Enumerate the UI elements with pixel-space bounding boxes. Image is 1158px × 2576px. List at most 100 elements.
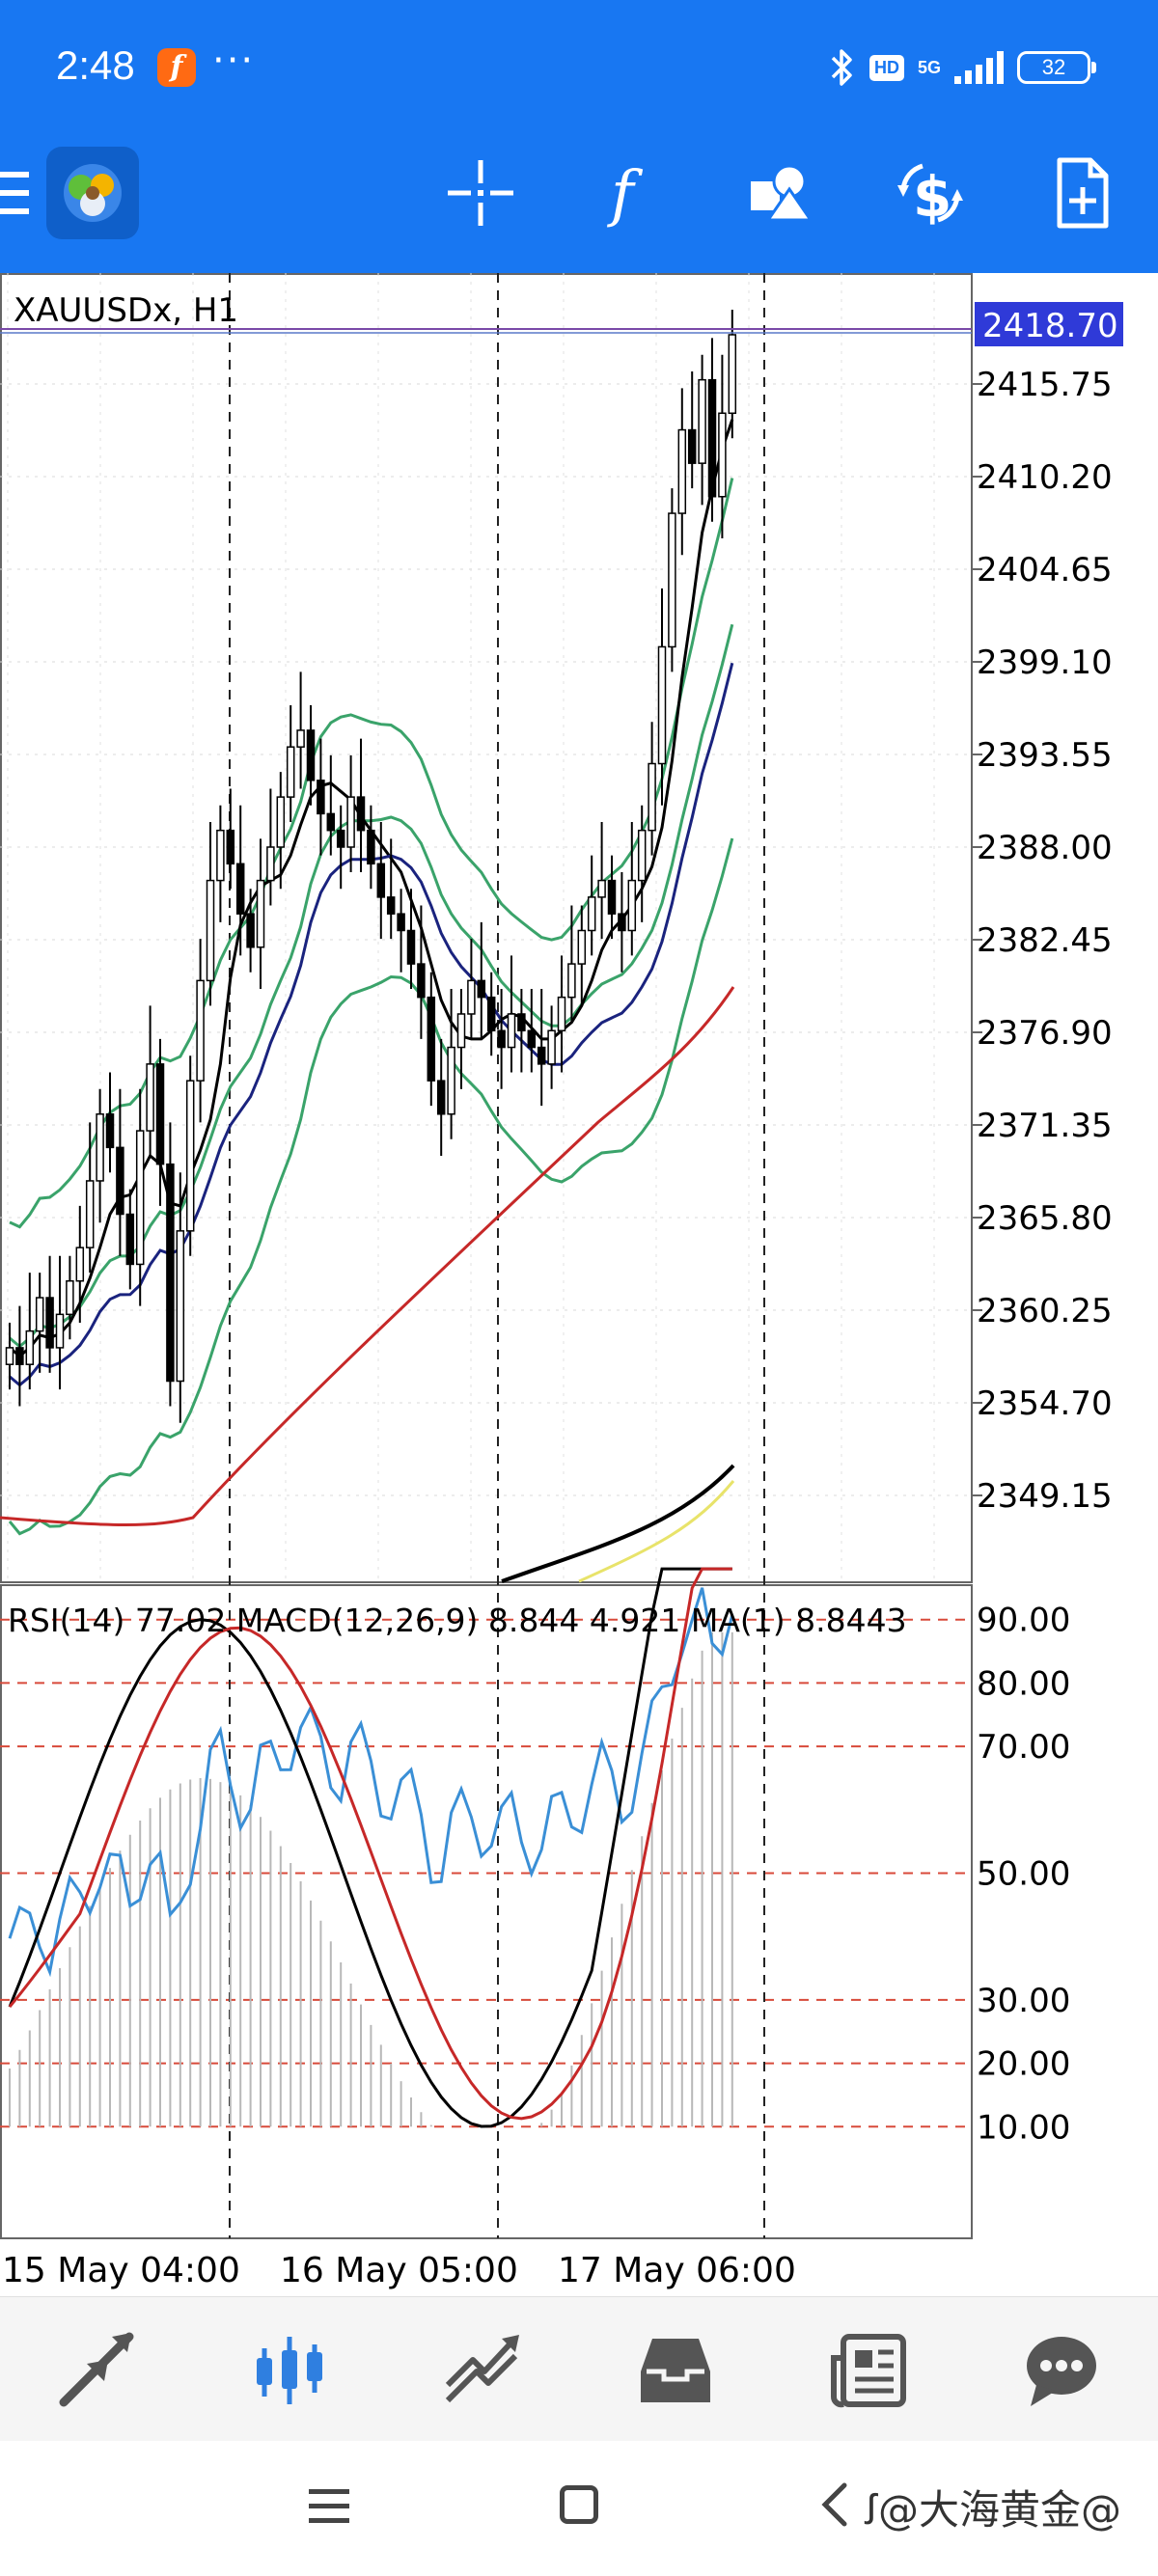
price-tick-label: 2399.10 bbox=[977, 644, 1113, 682]
objects-icon[interactable] bbox=[745, 156, 818, 230]
network-type: 5G bbox=[917, 58, 941, 77]
bearish-candle bbox=[226, 829, 235, 865]
news-tab[interactable] bbox=[811, 2316, 926, 2423]
bearish-candle bbox=[537, 1046, 546, 1065]
indicator-axis: 90.00 80.00 70.00 50.00 30.00 20.00 10.00 bbox=[977, 1602, 1070, 2148]
bullish-candle bbox=[648, 762, 656, 832]
bullish-candle bbox=[196, 979, 205, 1082]
bearish-candle bbox=[397, 913, 405, 932]
indicator-tick-label: 10.00 bbox=[977, 2108, 1070, 2147]
bullish-candle bbox=[176, 1230, 185, 1383]
macd-line bbox=[8, 1567, 732, 2128]
bluetooth-icon bbox=[831, 49, 852, 86]
bullish-candle bbox=[85, 1180, 95, 1248]
quotes-icon bbox=[59, 2332, 134, 2406]
bullish-candle bbox=[146, 1063, 154, 1132]
bearish-candle bbox=[376, 863, 386, 898]
price-tick-label: 2365.80 bbox=[977, 1199, 1113, 1238]
menu-icon[interactable] bbox=[0, 172, 29, 214]
bullish-candle bbox=[296, 729, 305, 748]
recent-apps-button[interactable] bbox=[309, 2489, 349, 2533]
bearish-candle bbox=[497, 1029, 506, 1049]
bullish-candle bbox=[507, 1013, 516, 1049]
bullish-candle bbox=[547, 1029, 556, 1065]
bullish-candle bbox=[718, 412, 727, 498]
history-tab[interactable] bbox=[618, 2316, 733, 2423]
price-chart[interactable]: XAUUSDx, H1 2418.70 2415.75 2410.20 2404.6… bbox=[0, 273, 1158, 2296]
bullish-candle bbox=[668, 512, 676, 648]
inbox-icon bbox=[641, 2338, 710, 2402]
bearish-candle bbox=[477, 979, 486, 999]
signal-line bbox=[8, 1567, 732, 2121]
time-label-1: 15 May 04:00 bbox=[2, 2251, 240, 2290]
top-bar: 2:48 f ··· HD 5G 32 f bbox=[0, 0, 1158, 273]
bullish-candle bbox=[185, 1080, 195, 1232]
bullish-candle bbox=[276, 796, 286, 848]
bullish-candle bbox=[577, 929, 587, 965]
chart-area[interactable]: XAUUSDx, H1 2418.70 2415.75 2410.20 2404.6… bbox=[0, 273, 1158, 2296]
indicator-tick-label: 20.00 bbox=[977, 2045, 1070, 2084]
bullish-candle bbox=[597, 879, 606, 898]
price-tick-label: 2388.00 bbox=[977, 829, 1113, 867]
bollinger-lower bbox=[8, 837, 734, 1536]
rsi-line bbox=[8, 1587, 734, 1978]
back-button[interactable] bbox=[815, 2480, 854, 2530]
macd-histogram bbox=[9, 1631, 733, 2127]
bottom-tab-bar bbox=[0, 2296, 1158, 2441]
bullish-candle bbox=[627, 879, 637, 932]
home-button[interactable] bbox=[560, 2485, 598, 2524]
price-tick-label: 2382.45 bbox=[977, 921, 1113, 960]
app-logo-icon[interactable] bbox=[46, 147, 139, 239]
bearish-candle bbox=[436, 1080, 446, 1115]
bearish-candle bbox=[317, 780, 325, 815]
bearish-candle bbox=[486, 996, 496, 1032]
quotes-tab[interactable] bbox=[39, 2316, 154, 2423]
bullish-candle bbox=[677, 428, 687, 514]
new-order-icon[interactable] bbox=[1046, 156, 1119, 230]
candlesticks bbox=[5, 310, 737, 1423]
main-grid bbox=[0, 273, 972, 1582]
bearish-candle bbox=[326, 812, 336, 832]
price-tick-label: 2393.55 bbox=[977, 736, 1113, 775]
indicator-tick-label: 80.00 bbox=[977, 1664, 1070, 1703]
indicator-tick-label: 50.00 bbox=[977, 1855, 1070, 1894]
status-indicators: HD 5G 32 bbox=[827, 44, 1096, 91]
chart-tab[interactable] bbox=[232, 2316, 347, 2423]
indicators-icon[interactable]: f bbox=[595, 156, 669, 230]
messages-tab[interactable] bbox=[1004, 2316, 1119, 2423]
price-axis: 2415.75 2410.20 2404.65 2399.10 2393.55 2388.… bbox=[972, 366, 1113, 1516]
bullish-candle bbox=[447, 1046, 455, 1115]
bullish-candle bbox=[5, 1347, 14, 1365]
bearish-candle bbox=[406, 929, 416, 965]
bearish-candle bbox=[235, 863, 245, 915]
svg-text:$: $ bbox=[913, 164, 951, 230]
bullish-candle bbox=[698, 378, 706, 464]
ma-long2-line bbox=[578, 1480, 735, 1583]
bullish-candle bbox=[55, 1313, 65, 1349]
crosshair-icon[interactable] bbox=[444, 156, 517, 230]
chat-icon bbox=[1027, 2336, 1096, 2406]
bearish-candle bbox=[687, 428, 697, 464]
bearish-candle bbox=[517, 1013, 526, 1032]
bearish-candle bbox=[155, 1063, 165, 1165]
bearish-candle bbox=[356, 796, 366, 832]
bearish-candle bbox=[607, 879, 617, 915]
ma-long-line bbox=[501, 1464, 735, 1583]
price-tick-label: 2415.75 bbox=[977, 366, 1113, 404]
ma-mid-line bbox=[9, 662, 734, 1387]
hd-badge: HD bbox=[868, 54, 904, 81]
bullish-candle bbox=[75, 1247, 85, 1282]
indicator-tick-label: 30.00 bbox=[977, 1982, 1070, 2020]
current-price-badge bbox=[975, 302, 1123, 346]
bullish-candle bbox=[567, 963, 576, 999]
bollinger-bands bbox=[8, 478, 734, 1536]
main-plot-frame bbox=[0, 273, 973, 1583]
trade-tab[interactable] bbox=[425, 2316, 540, 2423]
bullish-candle bbox=[135, 1130, 145, 1266]
trade-icon[interactable]: $ bbox=[894, 156, 967, 230]
current-price: 2418.70 bbox=[982, 307, 1118, 345]
indicator-grid bbox=[0, 1618, 972, 2128]
moving-averages bbox=[0, 419, 735, 1583]
indicator-tick-label: 70.00 bbox=[977, 1728, 1070, 1767]
bullish-candle bbox=[587, 896, 596, 932]
